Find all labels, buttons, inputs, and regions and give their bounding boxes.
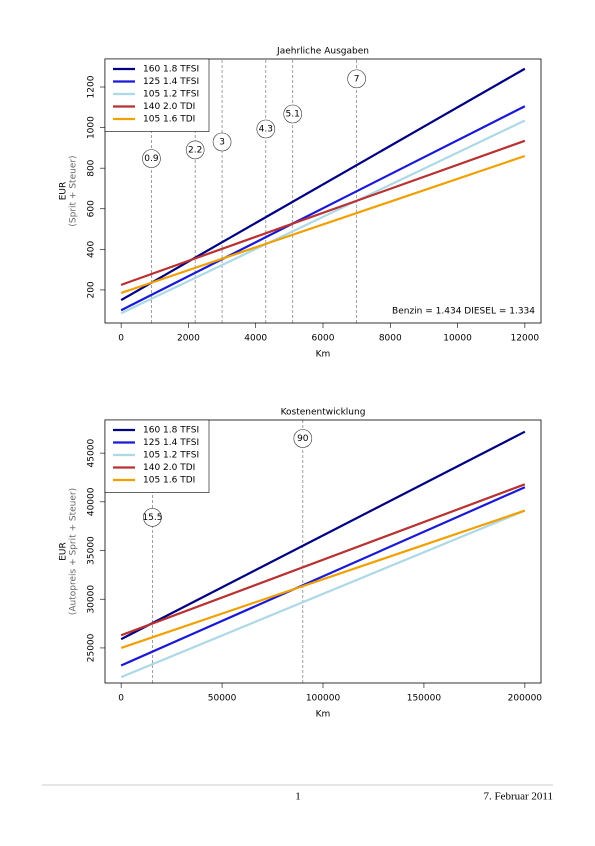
page-number: 1 [295,791,301,803]
y-tick-label: 1200 [87,75,97,98]
y-tick-label: 35000 [87,536,97,565]
y-tick-label: 40000 [87,487,97,516]
annotation-circle [212,132,232,152]
annotation-circle [185,140,205,160]
annotation-circle [347,69,366,89]
y-tick-label: 45000 [87,439,97,468]
series-line [120,105,526,312]
series-line [120,139,526,286]
x-tick-label: 6000 [312,334,335,344]
annotation-label: 15.5 [142,513,162,523]
legend-label: 105 1.6 TDI [143,115,195,125]
annotation-circle [283,104,303,124]
legend-label: 125 1.4 TFSI [143,438,199,448]
plot-frame [104,58,542,324]
legend-label: 125 1.4 TFSI [143,77,199,87]
series-line [120,119,526,315]
note: Benzin = 1.434 DIESEL = 1.334 [392,307,535,317]
legend-label: 140 2.0 TDI [143,463,195,473]
y-tick-label: 30000 [87,585,97,614]
series-line [120,509,526,679]
chart-title: Jaehrliche Ausgaben [276,47,369,57]
annotation-label: 2.2 [188,145,202,155]
series-line [120,509,526,649]
x-axis-label: Km [316,710,331,720]
legend-label: 140 2.0 TDI [143,102,195,112]
legend-label: 160 1.8 TFSI [143,426,199,436]
x-tick-label: 50000 [208,694,237,704]
x-tick-label: 12000 [511,334,540,344]
x-tick-label: 10000 [443,334,472,344]
x-tick-label: 2000 [177,334,200,344]
series-line [120,486,526,667]
y-axis-label: EUR [59,182,69,201]
y-tick-label: 400 [87,240,97,257]
legend-label: 160 1.8 TFSI [143,65,199,75]
annotation-circle [142,149,161,168]
annotation-label: 0.9 [144,154,159,164]
annotation-label: 7 [354,74,360,84]
x-axis-label: Km [316,350,331,360]
x-tick-label: 0 [118,334,124,344]
annotation-circle [293,429,313,448]
annotation-label: 90 [297,434,309,444]
legend-label: 105 1.6 TDI [143,476,195,486]
legend-label: 105 1.2 TFSI [143,90,199,100]
annotation-circle [256,119,276,139]
chart-title: Kostenentwicklung [281,408,366,418]
plot-frame [104,419,542,684]
x-tick-label: 100000 [306,694,341,704]
series-line [120,154,526,295]
series-line [120,430,526,641]
annotation-label: 3 [219,137,225,147]
annotation-circle [143,508,162,527]
footer-date: 7. Februar 2011 [483,791,553,803]
x-tick-label: 8000 [379,334,402,344]
y-axis-sublabel: (Autopreis + Sprit + Steuer) [69,488,79,615]
y-tick-label: 600 [87,200,97,217]
x-tick-label: 4000 [244,334,267,344]
legend-label: 105 1.2 TFSI [143,451,199,461]
annotation-label: 4.3 [259,125,273,135]
y-tick-label: 25000 [87,633,97,662]
y-tick-label: 200 [87,281,97,298]
y-tick-label: 1000 [87,116,97,139]
x-tick-label: 200000 [508,694,543,704]
x-tick-label: 150000 [407,694,442,704]
y-axis-sublabel: (Sprit + Steuer) [69,155,79,226]
x-tick-label: 0 [118,694,124,704]
y-tick-label: 800 [87,159,97,176]
series-line [120,483,526,637]
annotation-label: 5.1 [286,109,300,119]
y-axis-label: EUR [59,542,69,561]
